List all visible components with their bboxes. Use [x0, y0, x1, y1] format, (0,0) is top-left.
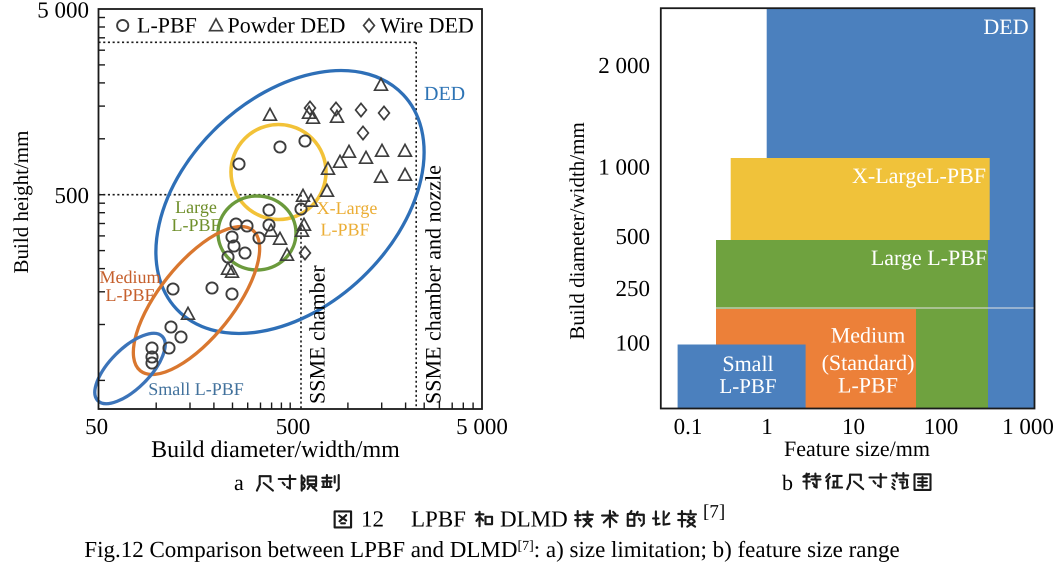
- svg-text:5 000: 5 000: [456, 414, 508, 439]
- svg-text:DLMD: DLMD: [500, 507, 568, 532]
- svg-text:Large L-PBF: Large L-PBF: [871, 245, 987, 270]
- svg-text:0.1: 0.1: [674, 414, 703, 439]
- svg-text:2 000: 2 000: [598, 53, 650, 78]
- svg-text:Large: Large: [175, 197, 217, 217]
- svg-text:L-PBF: L-PBF: [320, 220, 369, 240]
- svg-text:500: 500: [616, 224, 651, 249]
- svg-text:500: 500: [276, 414, 311, 439]
- svg-text:[7]: [7]: [703, 502, 725, 523]
- svg-text:a: a: [234, 470, 244, 495]
- svg-text:(Standard): (Standard): [822, 350, 915, 375]
- svg-text:1 000: 1 000: [1002, 414, 1054, 439]
- svg-text:Medium: Medium: [100, 267, 161, 287]
- svg-text:Small: Small: [722, 351, 773, 376]
- svg-text:250: 250: [616, 276, 651, 301]
- svg-text:DED: DED: [983, 14, 1028, 39]
- svg-text:Build height/mm: Build height/mm: [9, 131, 33, 274]
- svg-text:Feature size/mm: Feature size/mm: [784, 436, 930, 461]
- svg-text:LPBF: LPBF: [411, 507, 466, 532]
- svg-text:Small L-PBF: Small L-PBF: [148, 379, 244, 399]
- svg-text:500: 500: [55, 183, 90, 208]
- svg-text:Medium: Medium: [831, 323, 906, 348]
- svg-text:100: 100: [924, 414, 959, 439]
- svg-text:Wire DED: Wire DED: [380, 13, 474, 38]
- svg-text:5 000: 5 000: [37, 0, 89, 23]
- svg-text:Build diameter/width/mm: Build diameter/width/mm: [565, 122, 589, 340]
- svg-text:X-LargeL-PBF: X-LargeL-PBF: [852, 163, 986, 188]
- svg-text:X-Large: X-Large: [317, 198, 378, 218]
- svg-text:Build diameter/width/mm: Build diameter/width/mm: [151, 437, 400, 463]
- svg-text:DED: DED: [424, 83, 465, 105]
- svg-text:L-PBF: L-PBF: [719, 374, 776, 398]
- svg-text:10: 10: [842, 414, 865, 439]
- svg-text:b: b: [782, 470, 793, 495]
- svg-text:100: 100: [616, 331, 651, 356]
- svg-text:Powder DED: Powder DED: [228, 13, 346, 38]
- svg-text:L-PBF: L-PBF: [171, 215, 220, 235]
- svg-text:SSME chamber: SSME chamber: [305, 265, 330, 404]
- svg-text:12: 12: [361, 507, 384, 532]
- svg-text:L-PBF: L-PBF: [838, 373, 898, 398]
- svg-text:SSME chamber and nozzle: SSME chamber and nozzle: [421, 165, 446, 404]
- svg-text:50: 50: [85, 414, 108, 439]
- svg-text:L-PBF: L-PBF: [105, 285, 154, 305]
- svg-text:L-PBF: L-PBF: [137, 13, 197, 38]
- svg-text:1: 1: [761, 414, 773, 439]
- svg-text:Fig.12 Comparison between LPBF: Fig.12 Comparison between LPBF and DLMD[…: [84, 537, 899, 562]
- svg-text:1 000: 1 000: [598, 155, 650, 180]
